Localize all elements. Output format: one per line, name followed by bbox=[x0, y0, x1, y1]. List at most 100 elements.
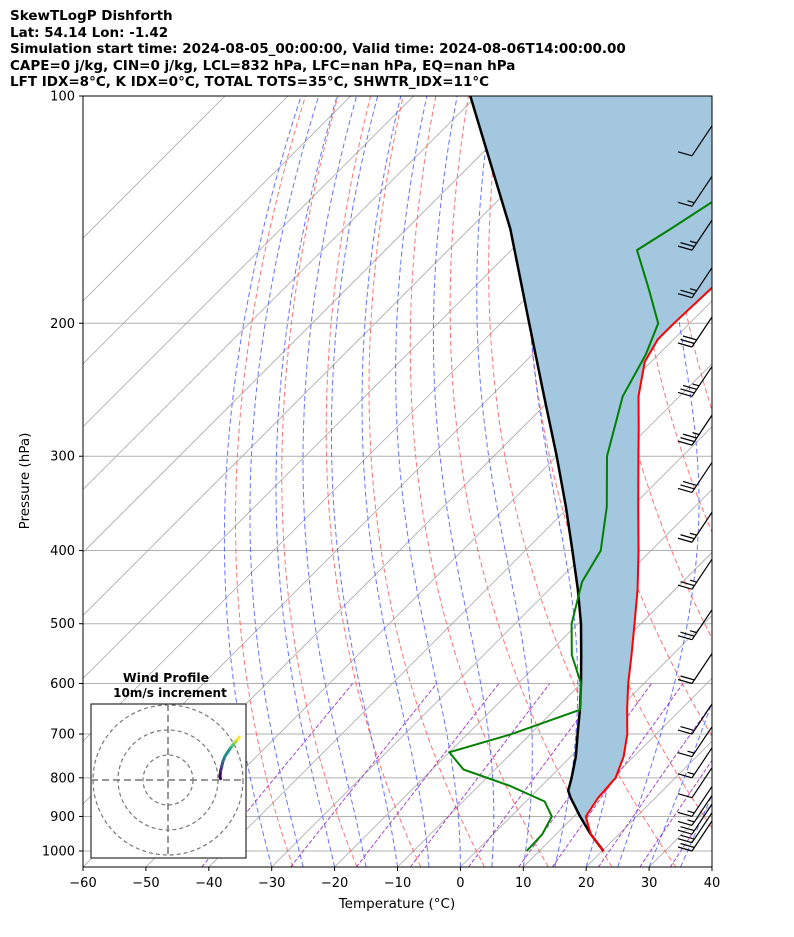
moist-adiabat bbox=[476, 96, 533, 867]
location-line: Lat: 54.14 Lon: -1.42 bbox=[10, 24, 169, 41]
wind-barb-flag bbox=[680, 338, 695, 345]
wind-barb-flag bbox=[680, 437, 695, 443]
moist-adiabat bbox=[617, 96, 700, 867]
wind-barb-flag bbox=[677, 773, 693, 779]
wind-barb-staff bbox=[691, 219, 713, 251]
cin-shading bbox=[470, 96, 712, 851]
wind-barb bbox=[677, 803, 713, 835]
dewpoint-line bbox=[447, 200, 712, 852]
wind-barb-staff bbox=[691, 767, 713, 799]
x-tick-label: 20 bbox=[578, 876, 595, 891]
wind-barb-flag bbox=[677, 838, 693, 844]
wind-barb-staff bbox=[691, 803, 713, 835]
dry-adiabat bbox=[235, 96, 306, 867]
wind-barb-half bbox=[689, 579, 698, 583]
wind-barb-half bbox=[692, 383, 700, 387]
isotherm-line bbox=[83, 96, 603, 616]
moist-adiabat bbox=[432, 96, 495, 867]
wind-barb bbox=[677, 747, 713, 779]
wind-barb-staff bbox=[691, 786, 713, 817]
y-tick-label: 600 bbox=[50, 677, 75, 692]
moist-adiabat bbox=[395, 96, 461, 867]
wind-barb-flag bbox=[682, 384, 698, 391]
dry-adiabat bbox=[368, 96, 485, 867]
hodograph-subtitle: 10m/s increment bbox=[113, 686, 227, 700]
hodograph-title: Wind Profile bbox=[123, 670, 209, 685]
wind-barb-flag bbox=[677, 752, 693, 758]
wind-barb-flag bbox=[677, 729, 693, 735]
isotherm-line bbox=[334, 489, 712, 867]
wind-barb-flag bbox=[680, 242, 695, 248]
y-tick-label: 900 bbox=[50, 810, 75, 825]
wind-barb bbox=[677, 316, 713, 348]
wind-barb-staff bbox=[691, 703, 713, 735]
wind-barb-half bbox=[687, 750, 695, 754]
data-layer bbox=[447, 96, 712, 852]
wind-barb-flag bbox=[680, 534, 695, 540]
wind-barb-flag bbox=[682, 335, 698, 341]
wind-barb-flag bbox=[677, 635, 693, 641]
wind-barb bbox=[677, 219, 713, 251]
y-axis-label: Pressure (hPa) bbox=[17, 433, 33, 530]
moist-adiabat bbox=[302, 96, 367, 867]
isotherm-line bbox=[271, 426, 712, 867]
temperature-line bbox=[584, 286, 712, 852]
wind-barb-flag bbox=[680, 675, 695, 681]
chart-title: SkewTLogP Dishforth bbox=[10, 8, 173, 24]
wind-barb-staff bbox=[691, 462, 713, 493]
wind-barb-flag bbox=[677, 342, 693, 348]
wind-barb-staff bbox=[691, 726, 713, 758]
wind-barb bbox=[677, 609, 713, 641]
isotherm-line bbox=[523, 677, 712, 867]
wind-barb-staff bbox=[691, 812, 713, 844]
y-tick-label: 1000 bbox=[42, 845, 75, 860]
wind-barb bbox=[677, 267, 713, 299]
isotherm-line bbox=[83, 96, 226, 239]
wind-barb-flag bbox=[680, 289, 695, 295]
mixing-ratio-line bbox=[551, 683, 684, 867]
x-tick-label: 10 bbox=[515, 876, 532, 891]
wind-barb-half bbox=[689, 532, 698, 536]
isotherm-line bbox=[145, 300, 712, 867]
wind-barb bbox=[677, 786, 713, 818]
wind-barb-flag bbox=[682, 480, 698, 486]
wind-barb-flag bbox=[677, 829, 693, 835]
wind-barb-half bbox=[687, 810, 695, 814]
mixing-ratio-line bbox=[639, 759, 712, 867]
dry-adiabat bbox=[488, 96, 677, 867]
dry-adiabat bbox=[409, 96, 549, 867]
wind-barb-staff bbox=[691, 747, 713, 779]
mixing-ratio-line bbox=[290, 683, 438, 867]
time-line: Simulation start time: 2024-08-05_00:00:… bbox=[10, 41, 626, 58]
wind-barb-flag bbox=[677, 245, 693, 251]
wind-barb-flag bbox=[677, 793, 693, 799]
x-tick-label: −60 bbox=[69, 876, 96, 891]
moist-adiabat bbox=[275, 96, 338, 867]
wind-barb-flag bbox=[677, 584, 693, 590]
hodograph: Wind Profile 10m/s increment bbox=[90, 670, 247, 859]
wind-barb bbox=[677, 558, 713, 590]
parcel-profile-line bbox=[469, 96, 605, 852]
wind-barb bbox=[677, 767, 713, 799]
wind-barb bbox=[677, 703, 713, 735]
wind-barb bbox=[677, 414, 713, 446]
wind-barb-flag bbox=[677, 487, 693, 493]
moist-adiabat bbox=[223, 96, 302, 867]
wind-barb-staff bbox=[691, 558, 713, 590]
wind-barb bbox=[677, 653, 713, 685]
wind-barb-flag bbox=[680, 725, 695, 732]
wind-barb-flag bbox=[677, 201, 693, 207]
wind-barb-flag bbox=[680, 581, 695, 587]
wind-barb bbox=[677, 726, 713, 758]
wind-barb-flag bbox=[677, 811, 693, 818]
wind-barb-flag bbox=[680, 842, 695, 849]
moist-adiabat bbox=[249, 96, 320, 867]
wind-barb-staff bbox=[691, 414, 713, 446]
wind-barb-flag bbox=[680, 388, 695, 394]
mixing-ratio-line bbox=[669, 803, 712, 867]
wind-barb-flag bbox=[677, 391, 693, 398]
moist-adiabat bbox=[648, 700, 712, 867]
dry-adiabat bbox=[663, 96, 712, 412]
moist-adiabat bbox=[331, 96, 398, 867]
